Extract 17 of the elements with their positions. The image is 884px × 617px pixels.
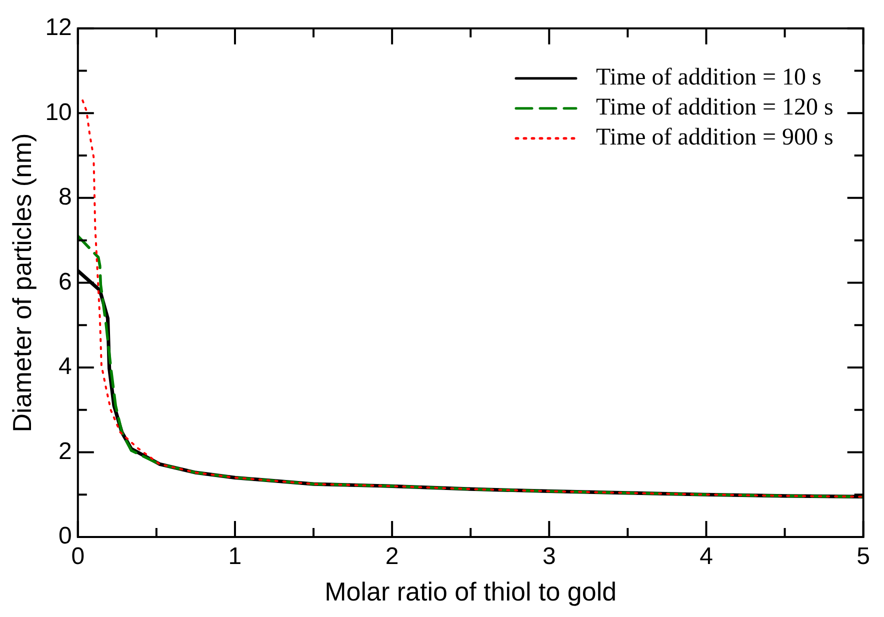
y-tick-label: 12 <box>45 14 72 42</box>
y-tick-label: 4 <box>58 353 72 380</box>
x-tick-label: 4 <box>700 543 713 570</box>
y-tick-label: 6 <box>58 268 72 296</box>
legend-label: Time of addition = 10 s <box>596 64 822 91</box>
y-tick-label: 8 <box>58 184 72 211</box>
x-axis-title: Molar ratio of thiol to gold <box>324 576 617 607</box>
legend-label: Time of addition = 120 s <box>596 94 834 121</box>
y-tick-label: 2 <box>58 438 72 465</box>
x-tick-label: 1 <box>228 543 242 570</box>
x-tick-label: 2 <box>385 543 399 570</box>
y-tick-label: 10 <box>45 98 72 126</box>
x-tick-label: 3 <box>542 543 556 570</box>
y-tick-label: 0 <box>58 522 72 550</box>
x-tick-label: 5 <box>856 543 870 570</box>
legend-label: Time of addition = 900 s <box>596 124 834 151</box>
y-axis-title: Diameter of particles (nm) <box>6 133 37 432</box>
